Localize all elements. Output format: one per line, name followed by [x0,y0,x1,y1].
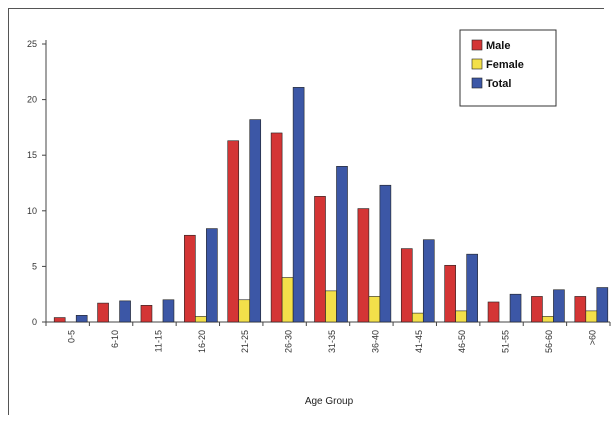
y-tick-label: 0 [32,317,37,327]
bar-female-46-50 [455,310,467,323]
bar-male-41-45 [400,248,413,323]
legend-label-male: Male [486,40,510,52]
bar-total-6-10 [119,300,131,323]
bar-total-16-20 [206,228,218,323]
chart-bars [53,87,609,323]
x-tick-label: 0-5 [67,330,77,343]
bar-male-16-20 [184,234,196,323]
bar-female->60 [585,310,598,323]
legend-swatch-total [471,77,483,89]
legend-swatch-female [471,58,483,70]
bar-female-26-30 [281,277,294,323]
x-tick-label: 36-40 [370,330,380,353]
y-tick-labels: 0 5 10 15 20 25 [27,39,37,327]
bar-total->60 [596,287,609,323]
legend-label-female: Female [486,59,524,71]
bar-female-21-25 [238,299,251,323]
bar-female-31-35 [325,290,337,323]
chart-legend: Male Female Total [459,29,557,107]
y-tick-label: 10 [27,206,37,216]
x-tick-label: 26-30 [284,330,294,353]
bar-male-0-5 [53,317,66,323]
x-axis-title: Age Group [305,396,354,407]
bar-male-11-15 [140,305,153,323]
bar-total-11-15 [162,299,175,323]
bar-male-21-25 [227,140,240,323]
y-tick-label: 15 [27,150,37,160]
bar-male-46-50 [444,264,456,323]
bar-female-56-60 [542,316,554,323]
x-tick-label: 11-15 [153,330,163,352]
y-tick-label: 25 [27,39,37,49]
x-tick-labels: 0-5 6-10 11-15 16-20 21-25 26-30 31-35 36-40 41-… [67,330,598,353]
y-tick-label: 5 [32,261,37,271]
x-tick-label: >60 [587,330,597,345]
bar-total-21-25 [249,119,262,323]
x-tick-label: 16-20 [197,330,207,353]
bar-total-0-5 [75,315,88,323]
bar-female-16-20 [195,316,207,323]
bar-total-51-55 [509,293,522,323]
bar-female-41-45 [411,312,424,323]
legend-label-total: Total [486,78,511,90]
legend-swatch-male [471,39,483,51]
bar-male-36-40 [357,208,370,323]
bar-total-41-45 [422,239,435,323]
bar-male-51-55 [487,301,500,323]
bar-total-31-35 [336,166,348,323]
y-tick-label: 20 [27,95,37,105]
bar-male-6-10 [97,302,109,323]
x-tick-label: 46-50 [457,330,467,353]
bar-male-31-35 [314,196,326,323]
x-tick-label: 6-10 [110,330,120,348]
bar-male->60 [574,296,587,323]
bar-total-36-40 [379,184,392,323]
bar-female-36-40 [368,296,381,323]
x-tick-label: 21-25 [240,330,250,353]
x-tick-label: 56-60 [544,330,554,353]
x-tick-label: 41-45 [414,330,424,353]
bar-male-56-60 [531,296,543,323]
bar-total-46-50 [466,253,478,323]
bar-total-56-60 [553,289,565,323]
bar-total-26-30 [292,87,305,323]
bar-male-26-30 [270,132,283,323]
x-tick-label: 51-55 [501,330,511,353]
chart-frame [8,8,604,415]
x-tick-label: 31-35 [327,330,337,353]
